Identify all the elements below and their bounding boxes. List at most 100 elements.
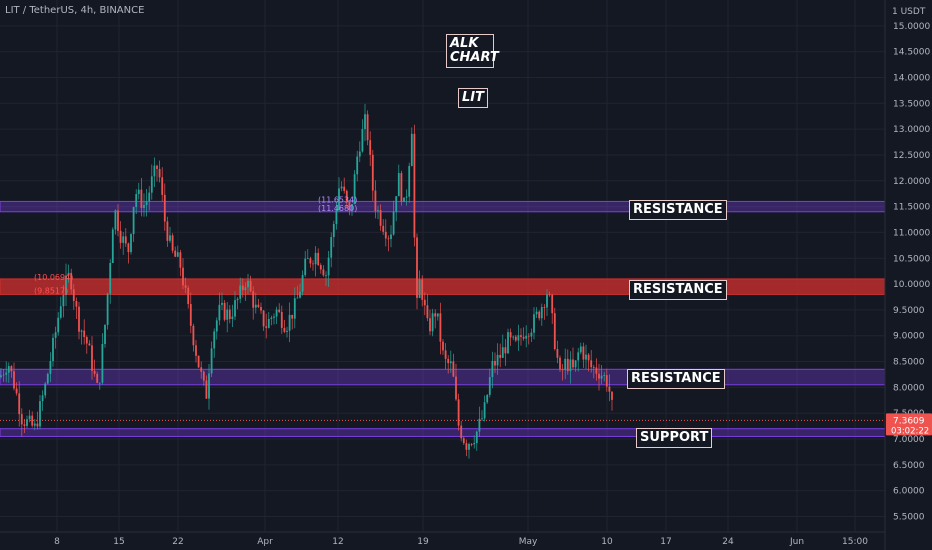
- candle-body: [156, 165, 158, 169]
- candle-body: [140, 189, 143, 208]
- time-axis[interactable]: 8 15 22 Apr 12 19 May 10 17 24 Jun 15:00: [0, 531, 885, 547]
- candle-body: [496, 354, 499, 366]
- candle-body: [101, 343, 104, 383]
- y-tick-label: 8.0000: [893, 383, 925, 393]
- candle-body: [291, 314, 294, 319]
- candle-body: [26, 419, 28, 426]
- candle-body: [590, 360, 593, 368]
- candle-body: [455, 376, 457, 400]
- candle-body: [31, 415, 34, 426]
- candle-body: [231, 316, 234, 320]
- candle-body: [104, 324, 106, 344]
- candle-body: [598, 373, 600, 379]
- candles: [0, 103, 613, 459]
- x-tick-label: Jun: [789, 537, 804, 547]
- candle-body: [348, 201, 351, 211]
- candle-body: [49, 361, 52, 374]
- candle-body: [143, 205, 145, 208]
- candle-body: [210, 348, 213, 374]
- candle-body: [442, 341, 444, 351]
- candle-body: [514, 336, 517, 341]
- candle-body: [85, 337, 88, 344]
- candle-body: [611, 391, 613, 400]
- candle-body: [158, 168, 161, 178]
- candle-body: [93, 370, 96, 374]
- price-axis[interactable]: 5.50006.00006.50007.00007.50008.00008.50…: [884, 0, 932, 550]
- y-tick-label: 13.0000: [893, 125, 930, 135]
- candle-body: [267, 318, 270, 328]
- candle-body: [70, 272, 73, 290]
- candle-body: [117, 210, 119, 231]
- candle-body: [470, 443, 473, 445]
- candle-body: [304, 258, 307, 276]
- candle-body: [247, 280, 249, 288]
- candle-body: [18, 393, 21, 415]
- candle-body: [254, 304, 257, 308]
- candle-body: [481, 418, 483, 420]
- candle-body: [41, 395, 44, 402]
- candle-body: [457, 399, 460, 426]
- candle-body: [327, 257, 330, 276]
- candle-body: [314, 252, 317, 265]
- zone-band: [0, 428, 886, 437]
- candle-body: [80, 330, 83, 332]
- candle-body: [546, 294, 548, 308]
- candle-body: [509, 332, 512, 338]
- candle-body: [249, 280, 252, 292]
- candle-body: [400, 173, 403, 202]
- candle-body: [525, 335, 528, 339]
- candle-body: [309, 258, 312, 264]
- candle-body: [561, 369, 564, 371]
- candle-body: [504, 347, 507, 354]
- candle-body: [392, 211, 395, 235]
- candle-countdown: 03:02:22: [891, 426, 929, 436]
- candle-body: [405, 196, 408, 198]
- candle-body: [65, 275, 67, 295]
- candle-body: [527, 335, 530, 337]
- zone-level-label: (11.4680): [318, 204, 357, 213]
- candle-body: [340, 186, 343, 189]
- candle-body: [460, 425, 463, 439]
- candle-body: [169, 235, 171, 241]
- candle-body: [119, 230, 122, 243]
- title-box: ALK CHART: [446, 34, 499, 68]
- y-tick-label: 13.5000: [893, 99, 930, 109]
- zone-level-label: (11.6534): [318, 195, 357, 204]
- candle-body: [221, 302, 223, 305]
- candle-body: [171, 235, 174, 251]
- y-tick-label: 11.5000: [893, 203, 930, 213]
- candle-body: [98, 382, 101, 384]
- candle-body: [608, 386, 611, 392]
- candle-body: [418, 279, 421, 298]
- candle-body: [577, 352, 580, 361]
- candle-body: [114, 210, 117, 230]
- symbol-tag: LIT: [458, 88, 488, 108]
- resistance-label-lower: RESISTANCE: [627, 369, 725, 389]
- currency-label: 1 USDT: [892, 7, 926, 17]
- x-tick-label: Apr: [257, 537, 273, 547]
- candle-body: [449, 361, 452, 364]
- zone-band: [0, 278, 886, 295]
- candle-body: [600, 375, 603, 379]
- candle-body: [182, 267, 184, 286]
- candle-body: [447, 358, 450, 364]
- candle-body: [473, 443, 476, 445]
- candle-body: [150, 176, 153, 193]
- candle-body: [270, 317, 273, 319]
- candle-body: [75, 300, 78, 307]
- candle-body: [522, 336, 525, 339]
- candle-body: [184, 285, 187, 288]
- candle-body: [187, 287, 190, 305]
- resistance-label-middle: RESISTANCE: [629, 280, 727, 300]
- candle-body: [166, 221, 169, 241]
- candle-body: [488, 377, 491, 395]
- candle-body: [106, 293, 109, 325]
- resistance-label-upper: RESISTANCE: [629, 200, 727, 220]
- candle-body: [486, 394, 489, 403]
- candle-body: [429, 318, 431, 332]
- candle-body: [465, 443, 468, 450]
- candle-body: [39, 401, 41, 427]
- candle-body: [361, 129, 364, 152]
- candle-body: [345, 190, 348, 202]
